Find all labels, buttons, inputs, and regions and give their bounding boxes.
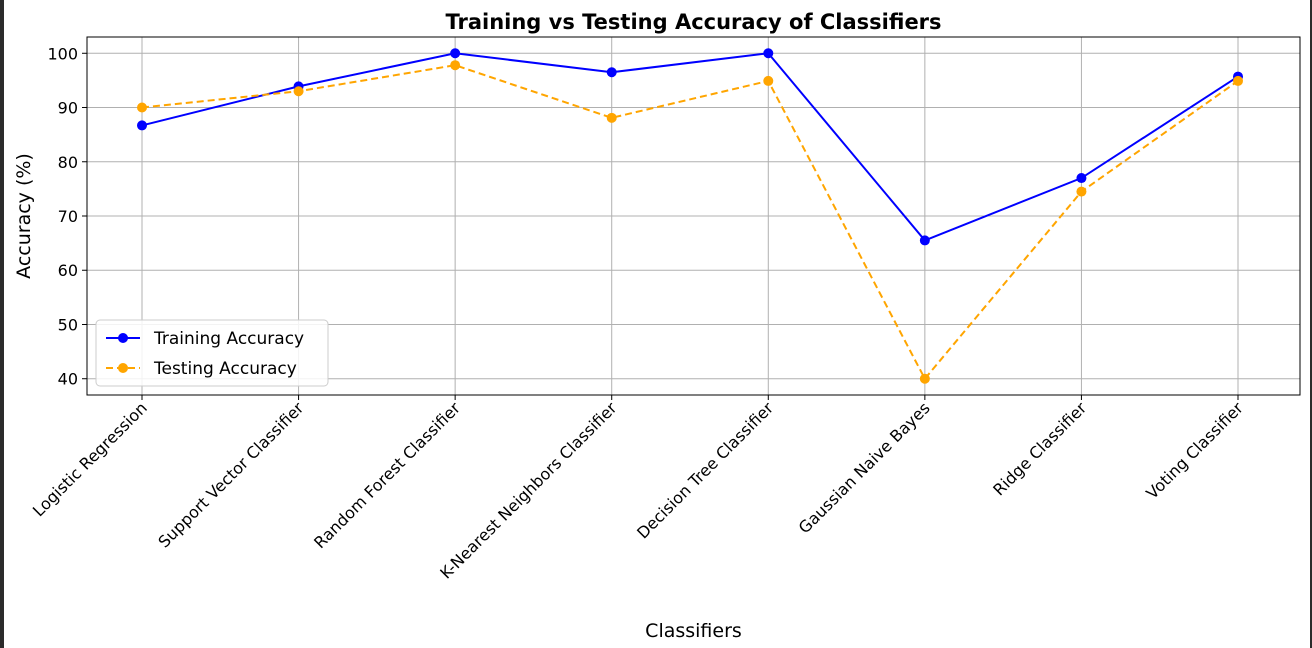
y-tick-label: 60 xyxy=(58,261,78,280)
data-point xyxy=(606,67,617,78)
y-tick-label: 90 xyxy=(58,99,78,118)
data-point xyxy=(919,235,930,246)
series-training xyxy=(137,48,1243,246)
x-tick-label: Decision Tree Classifier xyxy=(633,398,777,542)
data-point xyxy=(293,86,304,97)
x-tick-label: Ridge Classifier xyxy=(989,398,1090,499)
y-tick-label: 50 xyxy=(58,315,78,334)
series-line xyxy=(141,64,1239,381)
legend-item: Training Accuracy xyxy=(106,329,304,349)
y-tick-label: 80 xyxy=(58,153,78,172)
data-point xyxy=(919,373,930,384)
y-tick-label: 40 xyxy=(58,370,78,389)
x-axis-ticks: Logistic Regression Support Vector Classi… xyxy=(29,395,1247,583)
data-point xyxy=(763,48,774,59)
x-tick-label: K-Nearest Neighbors Classifier xyxy=(436,398,621,583)
y-axis-ticks: 40 50 60 70 80 90 100 xyxy=(47,44,87,389)
x-tick-label: Gaussian Naive Bayes xyxy=(795,398,934,537)
legend: Training Accuracy Testing Accuracy xyxy=(95,319,329,387)
data-point xyxy=(137,102,147,113)
data-point xyxy=(763,75,774,86)
y-tick-label: 70 xyxy=(58,207,78,226)
chart-title: Training vs Testing Accuracy of Classifi… xyxy=(445,10,941,34)
data-point xyxy=(450,48,461,59)
series-testing xyxy=(137,60,1243,384)
x-tick-label: Support Vector Classifier xyxy=(154,398,307,551)
data-point xyxy=(137,120,147,131)
legend-label: Testing Accuracy xyxy=(153,359,297,379)
data-point xyxy=(450,60,461,71)
legend-swatch-marker xyxy=(118,333,128,343)
line-chart: 40 50 60 70 80 90 100 Logistic Regression Suppo… xyxy=(13,10,1301,642)
data-point xyxy=(1233,75,1243,86)
data-point xyxy=(1076,186,1087,197)
y-tick-label: 100 xyxy=(47,44,78,63)
y-gridlines xyxy=(87,52,1300,380)
y-axis-label: Accuracy (%) xyxy=(13,153,35,279)
series-layer xyxy=(137,48,1243,384)
series-line xyxy=(141,52,1239,242)
data-point xyxy=(1076,173,1087,184)
legend-box xyxy=(95,319,329,387)
x-tick-label: Voting Classifier xyxy=(1142,398,1247,503)
legend-label: Training Accuracy xyxy=(153,329,304,349)
x-tick-label: Random Forest Classifier xyxy=(310,398,464,552)
legend-swatch-marker xyxy=(118,363,128,373)
chart-frame: 40 50 60 70 80 90 100 Logistic Regression Suppo… xyxy=(4,0,1310,648)
data-point xyxy=(606,112,617,123)
x-tick-label: Logistic Regression xyxy=(29,398,151,520)
legend-item: Testing Accuracy xyxy=(106,359,297,379)
x-axis-label: Classifiers xyxy=(645,620,742,642)
